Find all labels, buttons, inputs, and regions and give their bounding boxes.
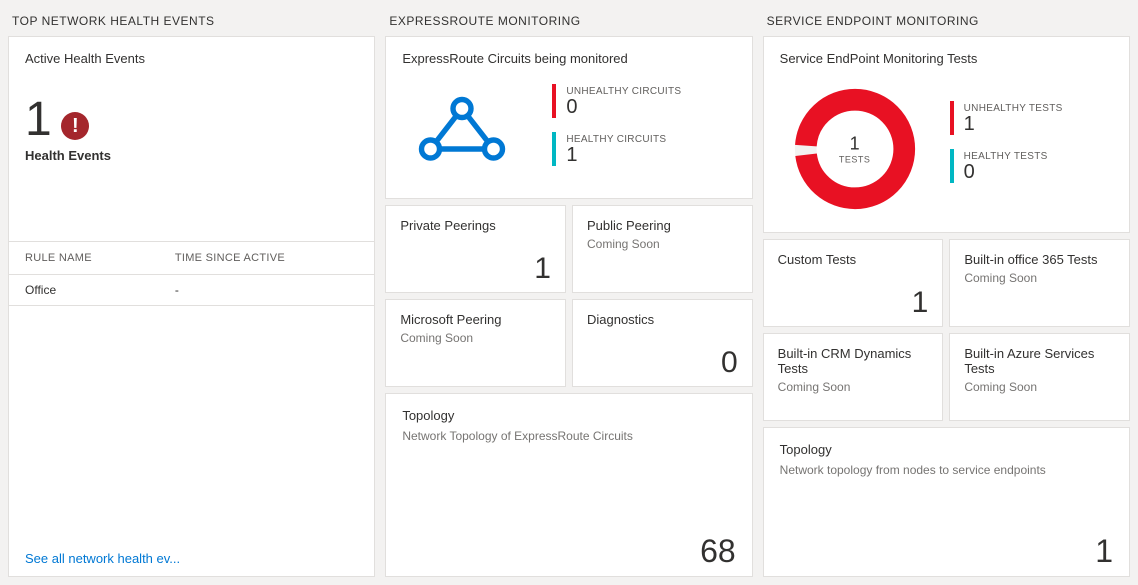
ep-unhealthy-value: 1 <box>964 114 1063 134</box>
tile-custom-tests[interactable]: Custom Tests 1 <box>763 239 944 327</box>
donut-total: 1 <box>839 134 871 155</box>
tests-donut: 1 TESTS <box>790 84 920 214</box>
expressroute-section-title: EXPRESSROUTE MONITORING <box>385 8 752 36</box>
ep-unhealthy-label: UNHEALTHY TESTS <box>964 103 1063 114</box>
tile-private-peerings[interactable]: Private Peerings 1 <box>385 205 566 293</box>
er-tile-grid: Private Peerings 1 Public Peering Coming… <box>385 205 752 387</box>
health-count: 1 <box>25 96 52 144</box>
endpoint-section-title: SERVICE ENDPOINT MONITORING <box>763 8 1130 36</box>
unhealthy-bar <box>552 84 556 118</box>
see-all-link[interactable]: See all network health ev... <box>9 541 374 576</box>
tile-azure-tests[interactable]: Built-in Azure Services Tests Coming Soo… <box>949 333 1130 421</box>
expressroute-card-title: ExpressRoute Circuits being monitored <box>402 51 735 66</box>
er-healthy-label: HEALTHY CIRCUITS <box>566 134 666 145</box>
network-icon <box>412 95 522 170</box>
health-column: TOP NETWORK HEALTH EVENTS Active Health … <box>8 8 375 577</box>
col-time-since: TIME SINCE ACTIVE <box>159 242 375 275</box>
endpoint-column: SERVICE ENDPOINT MONITORING Service EndP… <box>763 8 1130 577</box>
tile-diagnostics[interactable]: Diagnostics 0 <box>572 299 753 387</box>
health-table: RULE NAME TIME SINCE ACTIVE Office - <box>9 241 374 306</box>
cell-rule: Office <box>9 275 159 306</box>
er-topology-card[interactable]: Topology Network Topology of ExpressRout… <box>385 393 752 577</box>
ep-topology-card[interactable]: Topology Network topology from nodes to … <box>763 427 1130 577</box>
health-summary: Active Health Events 1 ! Health Events <box>9 37 374 237</box>
healthy-bar <box>552 132 556 166</box>
ep-unhealthy-bar <box>950 101 954 135</box>
health-card: Active Health Events 1 ! Health Events R… <box>8 36 375 577</box>
health-card-title: Active Health Events <box>25 51 358 66</box>
ep-tile-grid: Custom Tests 1 Built-in office 365 Tests… <box>763 239 1130 421</box>
expressroute-column: EXPRESSROUTE MONITORING ExpressRoute Cir… <box>385 8 752 577</box>
alert-icon: ! <box>61 112 89 140</box>
cell-time: - <box>159 275 375 306</box>
health-section-title: TOP NETWORK HEALTH EVENTS <box>8 8 375 36</box>
col-rule-name: RULE NAME <box>9 242 159 275</box>
ep-healthy-bar <box>950 149 954 183</box>
table-row[interactable]: Office - <box>9 275 374 306</box>
ep-healthy-value: 0 <box>964 162 1048 182</box>
tile-microsoft-peering[interactable]: Microsoft Peering Coming Soon <box>385 299 566 387</box>
endpoint-summary-card[interactable]: Service EndPoint Monitoring Tests 1 TEST… <box>763 36 1130 233</box>
tile-office365-tests[interactable]: Built-in office 365 Tests Coming Soon <box>949 239 1130 327</box>
health-table-space <box>9 306 374 541</box>
expressroute-summary-card[interactable]: ExpressRoute Circuits being monitored <box>385 36 752 199</box>
donut-label: TESTS <box>839 155 871 165</box>
ep-healthy-label: HEALTHY TESTS <box>964 151 1048 162</box>
health-count-label: Health Events <box>25 148 358 163</box>
tile-public-peering[interactable]: Public Peering Coming Soon <box>572 205 753 293</box>
er-unhealthy-value: 0 <box>566 97 681 117</box>
tile-crm-tests[interactable]: Built-in CRM Dynamics Tests Coming Soon <box>763 333 944 421</box>
endpoint-card-title: Service EndPoint Monitoring Tests <box>780 51 1113 66</box>
er-healthy-value: 1 <box>566 145 666 165</box>
er-unhealthy-label: UNHEALTHY CIRCUITS <box>566 86 681 97</box>
